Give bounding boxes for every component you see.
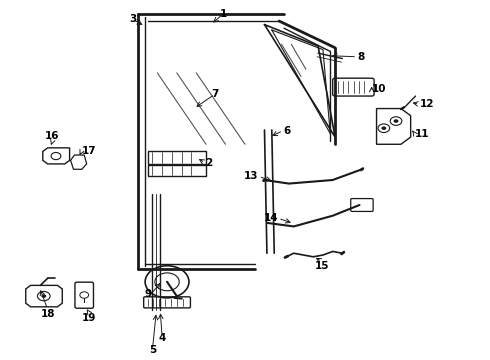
Text: 13: 13: [244, 171, 259, 181]
Text: 6: 6: [283, 126, 290, 136]
Text: 9: 9: [145, 289, 151, 298]
Text: 15: 15: [315, 261, 329, 271]
Text: 7: 7: [211, 89, 219, 99]
Text: 3: 3: [129, 14, 137, 24]
Text: 12: 12: [419, 99, 434, 109]
Text: 16: 16: [45, 131, 60, 141]
Text: 17: 17: [82, 146, 97, 156]
Circle shape: [381, 126, 386, 130]
Text: 11: 11: [415, 129, 429, 139]
Text: 1: 1: [220, 9, 227, 19]
Circle shape: [393, 119, 398, 123]
Text: 8: 8: [357, 52, 364, 62]
Text: 2: 2: [205, 158, 212, 168]
Text: 4: 4: [158, 333, 166, 343]
Text: 14: 14: [264, 213, 278, 223]
Text: 18: 18: [40, 309, 55, 319]
Circle shape: [41, 294, 46, 298]
Text: 19: 19: [82, 313, 96, 323]
Text: 5: 5: [149, 345, 156, 355]
Text: 10: 10: [372, 84, 386, 94]
